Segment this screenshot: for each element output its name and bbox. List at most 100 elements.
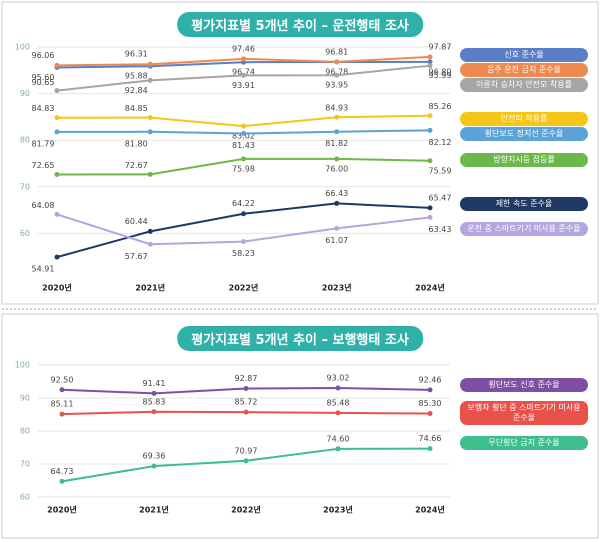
data-point bbox=[54, 129, 60, 135]
data-label: 97.87 bbox=[429, 42, 452, 51]
data-point bbox=[59, 478, 65, 484]
data-label: 92.50 bbox=[51, 375, 74, 384]
data-point bbox=[427, 63, 433, 69]
data-label: 58.23 bbox=[232, 249, 255, 258]
data-label: 74.60 bbox=[327, 434, 350, 443]
data-label: 96.81 bbox=[325, 47, 348, 56]
data-point bbox=[243, 386, 249, 392]
data-point bbox=[54, 88, 60, 94]
data-point bbox=[241, 211, 246, 217]
legend-item: 신호 준수율 bbox=[460, 48, 588, 62]
y-tick-label: 60 bbox=[20, 493, 30, 502]
data-label: 85.26 bbox=[429, 102, 452, 111]
data-point bbox=[54, 211, 60, 217]
data-point bbox=[241, 131, 246, 137]
y-tick-label: 90 bbox=[20, 394, 30, 403]
data-label: 74.66 bbox=[419, 434, 442, 443]
y-tick-label: 100 bbox=[15, 361, 30, 370]
data-point bbox=[147, 115, 153, 121]
data-label: 64.08 bbox=[32, 201, 55, 210]
x-tick-label: 2023년 bbox=[322, 283, 352, 293]
data-point bbox=[54, 171, 60, 177]
data-point bbox=[334, 59, 340, 65]
data-label: 82.12 bbox=[429, 138, 452, 147]
data-point bbox=[243, 409, 249, 415]
data-point bbox=[147, 77, 153, 83]
data-label: 61.07 bbox=[325, 236, 348, 245]
data-label: 70.97 bbox=[235, 446, 258, 455]
data-point bbox=[241, 156, 246, 162]
data-point bbox=[427, 214, 433, 220]
legend-item: 이륜차 승차자 안전모 착용률 bbox=[460, 78, 588, 92]
data-label: 92.46 bbox=[419, 375, 442, 384]
data-label: 96.78 bbox=[325, 68, 348, 77]
data-label: 72.65 bbox=[32, 161, 55, 170]
data-point bbox=[335, 446, 341, 452]
legend-item: 방향지시등 점등률 bbox=[460, 153, 588, 167]
data-label: 57.67 bbox=[125, 252, 148, 261]
data-point bbox=[427, 411, 433, 417]
data-label: 97.46 bbox=[232, 44, 255, 53]
x-tick-label: 2024년 bbox=[415, 505, 445, 515]
data-point bbox=[147, 61, 153, 67]
data-label: 93.02 bbox=[327, 374, 350, 383]
data-label: 84.85 bbox=[125, 104, 148, 113]
data-point bbox=[427, 59, 433, 65]
data-point bbox=[147, 241, 153, 247]
data-point bbox=[151, 463, 157, 469]
panel bbox=[1, 313, 599, 539]
legend-item: 운전 중 스마트기기 미사용 준수율 bbox=[460, 222, 588, 236]
data-label: 75.98 bbox=[232, 164, 255, 173]
data-label: 85.30 bbox=[419, 399, 442, 408]
data-point bbox=[151, 390, 157, 396]
data-label: 95.88 bbox=[125, 72, 148, 81]
data-point bbox=[151, 409, 157, 415]
data-point bbox=[147, 129, 153, 135]
data-label: 93.91 bbox=[232, 81, 255, 90]
y-tick-label: 80 bbox=[20, 136, 30, 145]
data-point bbox=[59, 387, 65, 393]
data-point bbox=[241, 239, 246, 245]
data-point bbox=[334, 225, 340, 231]
y-tick-label: 60 bbox=[20, 229, 30, 238]
y-tick-label: 80 bbox=[20, 427, 30, 436]
y-tick-label: 70 bbox=[20, 182, 30, 191]
x-tick-label: 2022년 bbox=[231, 505, 261, 515]
data-point bbox=[334, 72, 340, 78]
data-label: 81.79 bbox=[32, 139, 55, 148]
legend-item: 안전띠 착용률 bbox=[460, 112, 588, 126]
data-point bbox=[427, 127, 433, 133]
data-point bbox=[54, 115, 60, 121]
legend-item: 횡단보도 정지선 준수율 bbox=[460, 127, 588, 141]
data-label: 76.00 bbox=[325, 164, 348, 173]
data-label: 64.73 bbox=[51, 467, 74, 476]
data-label: 60.44 bbox=[125, 217, 148, 226]
data-label: 85.48 bbox=[327, 398, 350, 407]
data-point bbox=[427, 158, 433, 164]
data-point bbox=[334, 114, 340, 120]
data-point bbox=[54, 62, 60, 68]
data-label: 64.22 bbox=[232, 199, 255, 208]
data-point bbox=[334, 156, 340, 162]
data-label: 85.83 bbox=[143, 397, 166, 406]
data-label: 92.84 bbox=[125, 86, 148, 95]
data-label: 81.80 bbox=[125, 139, 148, 148]
data-label: 96.31 bbox=[125, 50, 148, 59]
data-point bbox=[243, 458, 249, 464]
data-point bbox=[59, 411, 65, 417]
data-point bbox=[334, 200, 340, 206]
y-tick-label: 70 bbox=[20, 460, 30, 469]
data-label: 90.65 bbox=[32, 78, 55, 87]
data-point bbox=[147, 171, 153, 177]
data-label: 66.43 bbox=[325, 189, 348, 198]
data-point bbox=[427, 205, 433, 211]
legend-item: 무단횡단 금지 준수율 bbox=[460, 436, 588, 450]
data-point bbox=[427, 446, 433, 452]
data-point bbox=[335, 385, 341, 391]
panel bbox=[1, 1, 599, 305]
x-tick-label: 2022년 bbox=[229, 283, 259, 293]
data-label: 96.74 bbox=[232, 68, 255, 77]
data-point bbox=[427, 387, 433, 393]
data-point bbox=[241, 72, 246, 78]
